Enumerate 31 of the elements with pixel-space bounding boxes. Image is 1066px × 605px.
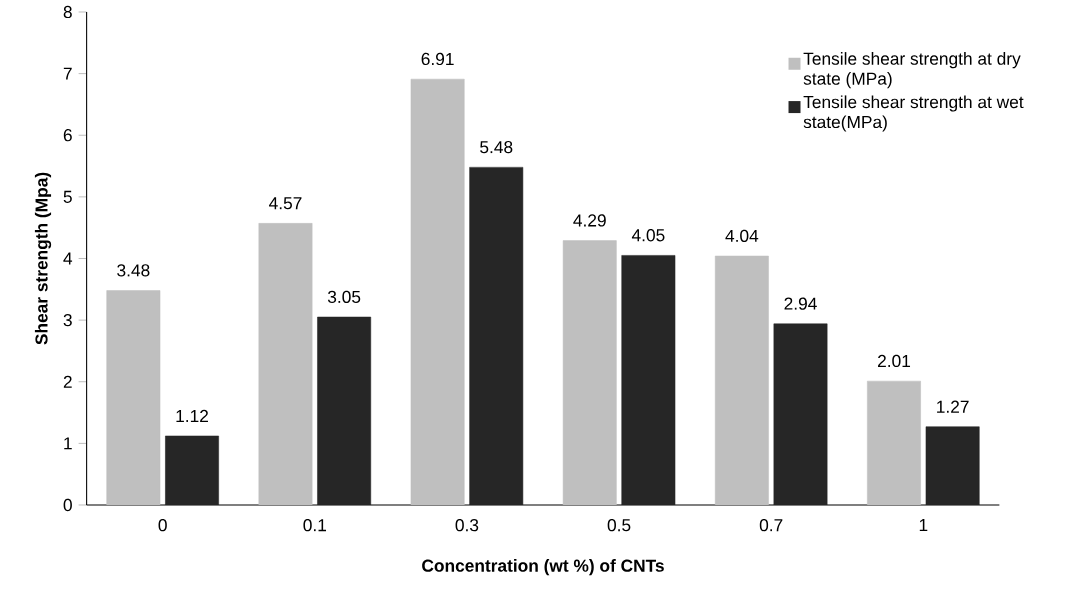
y-tick-label: 8	[63, 5, 72, 19]
y-tick-label: 5	[63, 190, 72, 203]
x-tick-label: 0.5	[607, 519, 631, 532]
y-tick-label: 2	[63, 375, 72, 388]
data-label: 1.12	[176, 409, 208, 422]
y-tick-label: 0	[63, 498, 72, 512]
data-label: 6.91	[421, 52, 454, 66]
legend-label: Tensile shear strength at wet state(MPa)	[803, 95, 1024, 132]
y-tick-label: 7	[63, 67, 72, 80]
legend-label: Tensile shear strength at dry state (MPa)	[803, 52, 1021, 89]
y-axis-title: Shear strength (Mpa)	[34, 172, 52, 345]
x-tick-label: 0.1	[303, 519, 327, 532]
y-tick-label: 6	[63, 129, 72, 142]
x-axis-title: Concentration (wt %) of CNTs	[422, 559, 664, 576]
x-tick-label: 0.3	[455, 519, 479, 532]
data-label: 4.04	[725, 229, 759, 243]
data-label: 3.05	[327, 290, 361, 304]
y-tick-label: 4	[63, 252, 73, 265]
x-tick-label: 0	[158, 519, 167, 532]
x-tick-label: 1	[919, 519, 928, 531]
data-label: 2.01	[878, 354, 911, 368]
data-label: 3.48	[117, 264, 150, 277]
data-label: 5.48	[480, 141, 513, 154]
data-label: 2.94	[784, 297, 817, 310]
x-tick-label: 0.7	[759, 519, 783, 532]
y-tick-label: 3	[63, 314, 72, 327]
data-label: 1.27	[937, 400, 969, 413]
data-label: 4.57	[269, 197, 302, 210]
data-label: 4.29	[573, 214, 606, 227]
data-label: 4.05	[631, 229, 665, 242]
y-tick-label: 1	[64, 437, 72, 450]
